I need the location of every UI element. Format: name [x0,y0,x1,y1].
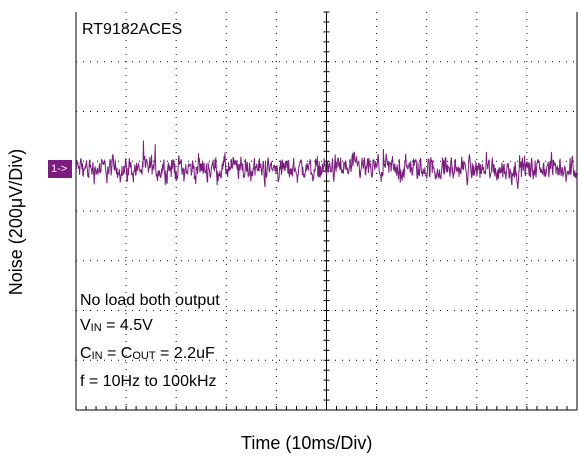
y-axis-label: Noise (200μV/Div) [6,148,26,296]
chart-title: RT9182ACES [82,21,183,38]
annotation-bandwidth: f = 10Hz to 100kHz [80,373,217,390]
annotation-load: No load both output [80,292,220,309]
annotation-vin: VIN = 4.5V [80,317,153,334]
channel-1-marker: 1-> [48,159,72,178]
scope-grid [75,11,578,411]
x-axis-label: Time (10ms/Div) [241,433,373,453]
annotation-cap: CIN = COUT = 2.2uF [80,345,215,362]
noise-trace [75,140,578,190]
